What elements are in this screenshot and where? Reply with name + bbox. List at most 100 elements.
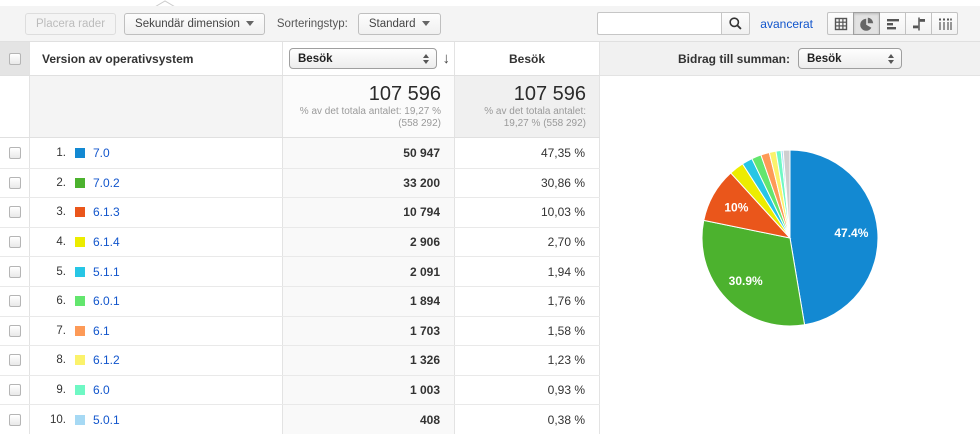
row-visits-value: 2 906 xyxy=(283,227,455,257)
row-visits-value: 50 947 xyxy=(283,138,455,168)
row-version-link[interactable]: 6.1.4 xyxy=(93,235,120,250)
search-box xyxy=(597,12,751,35)
visits-total: 107 596 xyxy=(368,83,441,105)
pct-total-subtext2: 19,27 % (558 292) xyxy=(503,118,586,129)
row-visits-value: 1 894 xyxy=(283,286,455,316)
row-checkbox-cell xyxy=(0,286,30,316)
row-checkbox[interactable] xyxy=(8,413,21,426)
row-checkbox[interactable] xyxy=(8,176,21,189)
chevron-down-icon xyxy=(421,21,430,26)
contribution-label: Bidrag till summan: xyxy=(677,51,790,66)
row-version-cell: 9. 6.0 xyxy=(30,375,283,405)
row-version-link[interactable]: 5.0.1 xyxy=(93,412,120,427)
row-rank: 1. xyxy=(56,146,66,159)
row-version-link[interactable]: 6.1.2 xyxy=(93,353,120,368)
row-checkbox-cell xyxy=(0,375,30,405)
row-color-swatch xyxy=(75,296,85,307)
row-pct-value: 1,94 % xyxy=(455,257,600,286)
advanced-search-link[interactable]: avancerat xyxy=(760,16,813,31)
row-rank: 10. xyxy=(50,413,66,426)
search-button[interactable] xyxy=(721,12,751,35)
row-checkbox[interactable] xyxy=(8,324,21,337)
visits-total-cell: 107 596 % av det totala antalet: 19,27 %… xyxy=(283,83,454,130)
pie-slice-7.0.2[interactable] xyxy=(701,219,806,327)
table-view-icon[interactable] xyxy=(827,12,854,35)
row-checkbox[interactable] xyxy=(8,354,21,367)
select-all-checkbox[interactable] xyxy=(8,52,21,65)
row-version-link[interactable]: 6.1 xyxy=(93,323,110,338)
table-row: 8. 6.1.2 1 326 1,23 % xyxy=(0,345,600,375)
row-color-swatch xyxy=(75,385,85,396)
sort-type-value: Standard xyxy=(368,17,416,30)
bar-view-icon[interactable] xyxy=(879,12,906,35)
sort-type-button[interactable]: Standard xyxy=(357,12,441,35)
search-icon xyxy=(729,17,742,30)
dimension-header[interactable]: Version av operativsystem xyxy=(30,42,283,75)
contribution-header: Bidrag till summan: Besök xyxy=(600,42,980,76)
row-checkbox[interactable] xyxy=(8,295,21,308)
row-rank: 8. xyxy=(56,354,66,367)
row-version-link[interactable]: 7.0.2 xyxy=(93,175,120,190)
table-row: 9. 6.0 1 003 0,93 % xyxy=(0,374,600,405)
row-version-link[interactable]: 6.0 xyxy=(93,383,110,398)
row-pct-value: 1,76 % xyxy=(455,286,600,316)
pct-total-cell: 107 596 % av det totala antalet: 19,27 %… xyxy=(455,83,599,130)
row-checkbox-cell xyxy=(0,257,30,286)
row-checkbox-cell xyxy=(0,227,30,257)
secondary-dimension-button[interactable]: Sekundär dimension xyxy=(124,12,265,35)
row-rank: 6. xyxy=(56,295,66,308)
row-pct-value: 10,03 % xyxy=(455,198,600,227)
row-version-cell: 10. 5.0.1 xyxy=(30,405,283,434)
row-visits-value: 408 xyxy=(283,405,455,434)
row-version-cell: 7. 6.1 xyxy=(30,316,283,346)
row-version-link[interactable]: 5.1.1 xyxy=(93,264,120,279)
row-rank: 9. xyxy=(56,384,66,397)
row-rank: 2. xyxy=(56,176,66,189)
row-pct-value: 0,38 % xyxy=(455,405,600,434)
select-arrows-icon xyxy=(418,53,434,64)
row-version-link[interactable]: 7.0 xyxy=(93,145,110,160)
place-rows-button: Placera rader xyxy=(25,12,117,35)
row-visits-value: 1 003 xyxy=(283,375,455,405)
pie-slice-7.0[interactable] xyxy=(789,149,879,326)
pie-slice-rest[interactable] xyxy=(782,149,791,239)
row-color-swatch xyxy=(75,147,85,158)
row-version-cell: 2. 7.0.2 xyxy=(30,168,283,198)
row-visits-value: 2 091 xyxy=(283,257,455,286)
row-checkbox-cell xyxy=(0,138,30,168)
pie-view-icon[interactable] xyxy=(853,12,880,35)
row-color-swatch xyxy=(75,207,85,218)
comparison-view-icon[interactable] xyxy=(905,12,932,35)
toolbar: Placera rader Sekundär dimension Sorteri… xyxy=(0,6,980,42)
row-pct-value: 30,86 % xyxy=(455,168,600,198)
row-checkbox[interactable] xyxy=(8,206,21,219)
sort-direction-icon[interactable]: ↓ xyxy=(442,50,451,67)
pct-total: 107 596 xyxy=(513,83,586,105)
row-checkbox-cell xyxy=(0,168,30,198)
row-checkbox[interactable] xyxy=(8,236,21,249)
pie-slice-label: 30.9% xyxy=(729,274,763,288)
pivot-view-icon[interactable] xyxy=(931,12,958,35)
row-checkbox[interactable] xyxy=(8,146,21,159)
visits-total-subtext2: (558 292) xyxy=(398,118,441,129)
table-row: 10. 5.0.1 408 0,38 % xyxy=(0,404,600,434)
table-row: 3. 6.1.3 10 794 10,03 % xyxy=(0,197,600,227)
row-checkbox-cell xyxy=(0,316,30,346)
select-all-cell xyxy=(0,42,30,75)
pie-slice-label: 47.4% xyxy=(834,226,868,240)
row-version-link[interactable]: 6.0.1 xyxy=(93,294,120,309)
summary-row: 107 596 % av det totala antalet: 19,27 %… xyxy=(0,76,600,138)
view-switcher xyxy=(827,12,958,35)
contribution-metric-select[interactable]: Besök xyxy=(798,48,902,69)
metric-select[interactable]: Besök xyxy=(289,48,437,69)
metric-column-header[interactable]: Besök xyxy=(455,42,600,75)
sort-type-label: Sorteringstyp: xyxy=(276,17,348,30)
row-visits-value: 10 794 xyxy=(283,198,455,227)
search-input[interactable] xyxy=(597,12,722,35)
row-checkbox[interactable] xyxy=(8,384,21,397)
secondary-dimension-label: Sekundär dimension xyxy=(135,17,240,30)
row-checkbox[interactable] xyxy=(8,265,21,278)
table-row: 7. 6.1 1 703 1,58 % xyxy=(0,315,600,346)
row-version-link[interactable]: 6.1.3 xyxy=(93,205,120,220)
